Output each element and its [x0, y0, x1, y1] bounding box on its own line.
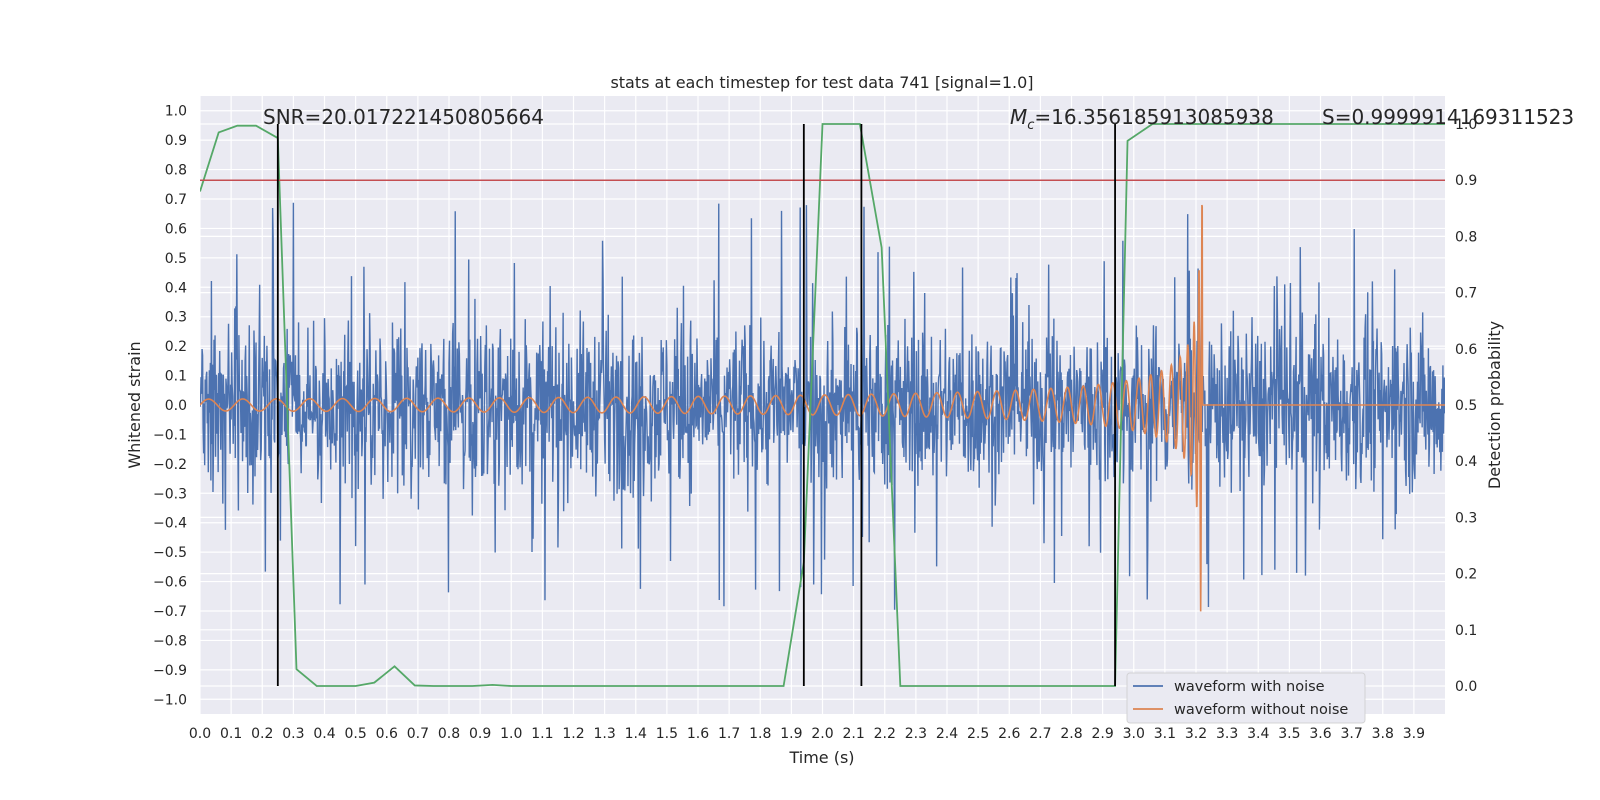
y-tick-label-left: 0.0 [165, 398, 187, 414]
x-tick-label: 2.6 [998, 726, 1020, 742]
y-tick-label-left: −0.6 [153, 575, 187, 591]
y-tick-label-right: 0.2 [1455, 567, 1477, 583]
x-tick-label: 1.5 [656, 726, 678, 742]
x-axis-label: Time (s) [788, 748, 854, 767]
x-tick-label: 0.8 [438, 726, 460, 742]
x-tick-label: 2.5 [967, 726, 989, 742]
x-tick-label: 1.4 [625, 726, 647, 742]
x-tick-label: 2.8 [1060, 726, 1082, 742]
x-tick-label: 2.0 [811, 726, 833, 742]
y-tick-labels-left: 1.0 0.9 0.8 0.7 0.6 0.5 0.4 0.3 0.2 0.1 0.0 −0.1 −0.… [153, 104, 187, 709]
y-tick-label-right: 1.0 [1455, 117, 1477, 133]
legend-box [1126, 672, 1366, 724]
y-tick-label-left: 0.6 [165, 221, 187, 237]
x-tick-label: 1.7 [718, 726, 740, 742]
x-tick-label: 2.3 [905, 726, 927, 742]
grid-y [200, 110, 1445, 700]
y-tick-label-left: 0.9 [165, 133, 187, 149]
y-tick-label-left: −0.4 [153, 516, 187, 532]
x-tick-label: 0.0 [189, 726, 211, 742]
x-tick-labels: 0.0 0.1 0.2 0.3 0.4 0.5 0.6 0.7 0.8 0.9 1.0 1.1 1.2 1… [189, 726, 1425, 742]
x-tick-label: 2.2 [874, 726, 896, 742]
y-tick-label-right: 0.5 [1455, 398, 1477, 414]
y-tick-label-right: 0.1 [1455, 623, 1477, 639]
x-tick-label: 2.1 [842, 726, 864, 742]
significance-annotation: S=0.9999914169311523 [1322, 105, 1574, 129]
x-tick-label: 1.2 [562, 726, 584, 742]
vertical-markers [276, 124, 1116, 686]
y-tick-label-left: −0.5 [153, 545, 187, 561]
y-tick-label-left: −0.2 [153, 457, 187, 473]
x-tick-label: 3.4 [1247, 726, 1269, 742]
y-tick-label-left: 0.7 [165, 192, 187, 208]
y-tick-label-left: −0.9 [153, 663, 187, 679]
y-tick-label-right: 0.8 [1455, 229, 1477, 245]
chart-title: stats at each timestep for test data 741… [610, 73, 1033, 92]
y-tick-label-left: −0.8 [153, 633, 187, 649]
x-tick-label: 3.5 [1278, 726, 1300, 742]
x-tick-label: 0.1 [220, 726, 242, 742]
y-tick-label-right: 0.4 [1455, 454, 1477, 470]
x-tick-label: 3.7 [1340, 726, 1362, 742]
y-tick-label-right: 0.0 [1455, 679, 1477, 695]
y-tick-label-left: 0.4 [165, 280, 187, 296]
x-tick-label: 3.8 [1372, 726, 1394, 742]
y-tick-label-right: 0.7 [1455, 286, 1477, 302]
x-tick-label: 0.3 [282, 726, 304, 742]
x-tick-label: 3.1 [1154, 726, 1176, 742]
snr-annotation: SNR=20.017221450805664 [263, 105, 544, 129]
x-tick-label: 2.9 [1091, 726, 1113, 742]
y-tick-label-left: 1.0 [165, 104, 187, 120]
x-tick-label: 1.1 [531, 726, 553, 742]
x-tick-label: 2.7 [1029, 726, 1051, 742]
y-tick-label-left: 0.8 [165, 163, 187, 179]
y-tick-label-left: −0.1 [153, 427, 187, 443]
y-axis-label-right: Detection probability [1485, 321, 1504, 489]
x-tick-label: 0.5 [344, 726, 366, 742]
y-tick-labels-right: 1.0 0.9 0.8 0.7 0.6 0.5 0.4 0.3 0.2 0.1 0.0 [1455, 117, 1477, 695]
x-tick-label: 0.6 [376, 726, 398, 742]
x-tick-label: 3.9 [1403, 726, 1425, 742]
x-tick-label: 0.2 [251, 726, 273, 742]
x-tick-label: 3.0 [1123, 726, 1145, 742]
x-tick-label: 1.6 [687, 726, 709, 742]
series-line-waveform-without-noise [200, 204, 1445, 612]
x-tick-label: 3.3 [1216, 726, 1238, 742]
y-tick-label-right: 0.6 [1455, 342, 1477, 358]
x-tick-label: 0.9 [469, 726, 491, 742]
x-tick-label: 1.3 [593, 726, 615, 742]
y-tick-label-left: 0.3 [165, 310, 187, 326]
chirp-mass-annotation: Mc=16.356185913085938 [1010, 105, 1274, 133]
legend: waveform with noise waveform without noi… [1126, 672, 1366, 724]
y-tick-label-left: 0.1 [165, 369, 187, 385]
legend-label-waveform-without-noise: waveform without noise [1174, 702, 1348, 718]
x-tick-label: 1.8 [749, 726, 771, 742]
x-tick-label: 3.2 [1185, 726, 1207, 742]
y-axis-label-left: Whitened strain [125, 341, 144, 468]
y-tick-label-left: 0.5 [165, 251, 187, 267]
detection-probability-line [200, 123, 1445, 687]
x-tick-label: 1.0 [500, 726, 522, 742]
y-tick-label-left: −1.0 [153, 692, 187, 708]
legend-label-waveform-with-noise: waveform with noise [1174, 679, 1325, 695]
y-tick-label-left: 0.2 [165, 339, 187, 355]
x-tick-label: 0.7 [407, 726, 429, 742]
y-tick-label-right: 0.3 [1455, 510, 1477, 526]
y-tick-label-left: −0.3 [153, 486, 187, 502]
x-tick-label: 0.4 [313, 726, 335, 742]
y-tick-label-right: 0.9 [1455, 173, 1477, 189]
x-tick-label: 3.6 [1309, 726, 1331, 742]
x-tick-label: 1.9 [780, 726, 802, 742]
x-tick-label: 2.4 [936, 726, 958, 742]
y-tick-label-left: −0.7 [153, 604, 187, 620]
